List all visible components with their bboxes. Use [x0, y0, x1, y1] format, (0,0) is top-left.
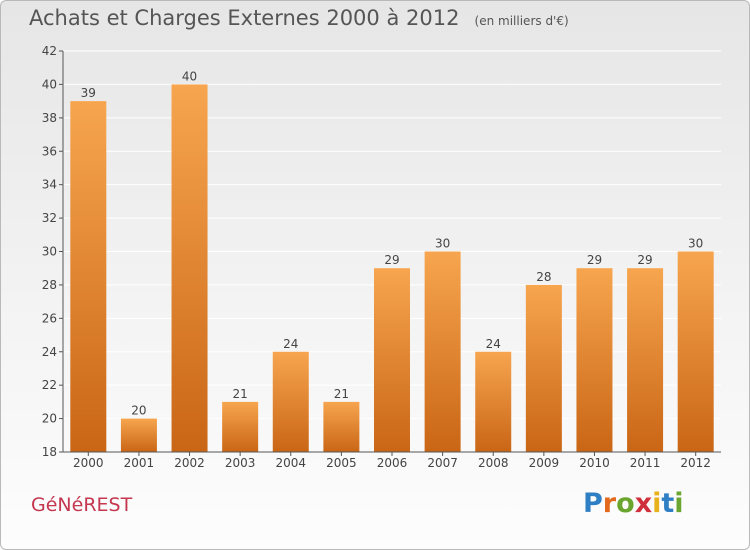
chart-title-row: Achats et Charges Externes 2000 à 2012 (…: [29, 6, 569, 30]
bar-value-label: 40: [182, 69, 197, 83]
bar: [323, 401, 360, 452]
x-tick-label: 2005: [326, 456, 357, 470]
bar: [272, 351, 309, 452]
x-tick-label: 2002: [174, 456, 205, 470]
bar-value-label: 20: [131, 404, 146, 418]
x-tick-label: 2010: [579, 456, 610, 470]
bar-value-label: 29: [587, 253, 602, 267]
y-tick-label: 22: [42, 378, 57, 392]
x-tick-label: 2008: [478, 456, 509, 470]
bar: [424, 251, 461, 452]
y-tick-label: 36: [42, 144, 57, 158]
commune-name: GéNéREST: [31, 494, 133, 516]
x-tick-label: 2004: [275, 456, 306, 470]
bar-value-label: 28: [536, 270, 551, 284]
x-tick-label: 2007: [427, 456, 458, 470]
bar-value-label: 21: [334, 387, 349, 401]
y-tick-label: 30: [42, 245, 57, 259]
x-tick-label: 2009: [529, 456, 560, 470]
bar: [525, 284, 562, 452]
x-tick-label: 2000: [73, 456, 104, 470]
y-tick-label: 18: [42, 445, 57, 459]
x-tick-label: 2001: [124, 456, 155, 470]
y-tick-label: 28: [42, 278, 57, 292]
bar: [627, 268, 664, 452]
bar-value-label: 39: [81, 86, 96, 100]
y-tick-label: 38: [42, 111, 57, 125]
y-tick-label: 40: [42, 77, 57, 91]
logo-letter: P: [583, 488, 603, 519]
bar-value-label: 21: [233, 387, 248, 401]
bar-value-label: 30: [435, 237, 450, 251]
y-tick-label: 24: [42, 345, 57, 359]
logo-letter: r: [602, 488, 617, 519]
bar: [171, 84, 208, 453]
bar-value-label: 29: [384, 253, 399, 267]
bar: [222, 401, 259, 452]
data-labels: 39 20 40 21 24 21 29 30 24 28 29 29 30: [81, 69, 704, 417]
logo-letter: i: [674, 488, 684, 519]
bar-value-label: 24: [486, 337, 501, 351]
y-tick-label: 32: [42, 211, 57, 225]
bar: [120, 418, 157, 452]
bar: [576, 268, 613, 452]
y-tick-label: 42: [42, 44, 57, 58]
axes: 18 20 22 24 26 28 30 32 34 36 38 40 42 2000 2001 2002 20…: [42, 44, 721, 470]
logo-letter: o: [616, 488, 635, 519]
bar: [70, 101, 107, 452]
proxiti-logo: Proxiti: [583, 488, 684, 519]
x-tick-label: 2003: [225, 456, 256, 470]
bar: [374, 268, 410, 452]
logo-letter: x: [634, 488, 653, 519]
bar: [677, 251, 714, 452]
y-tick-label: 20: [42, 412, 57, 426]
bar-value-label: 24: [283, 337, 298, 351]
logo-letter: i: [652, 488, 662, 519]
x-tick-label: 2006: [377, 456, 408, 470]
y-tick-label: 34: [42, 178, 57, 192]
y-tick-label: 26: [42, 311, 57, 325]
x-tick-label: 2011: [630, 456, 661, 470]
bar: [475, 351, 512, 452]
logo-letter: t: [661, 488, 675, 519]
bars: [70, 84, 714, 453]
chart-unit: (en milliers d'€): [474, 14, 569, 28]
bar-value-label: 30: [688, 237, 703, 251]
x-tick-label: 2012: [680, 456, 711, 470]
bar-value-label: 29: [637, 253, 652, 267]
chart-title: Achats et Charges Externes 2000 à 2012: [29, 6, 460, 30]
